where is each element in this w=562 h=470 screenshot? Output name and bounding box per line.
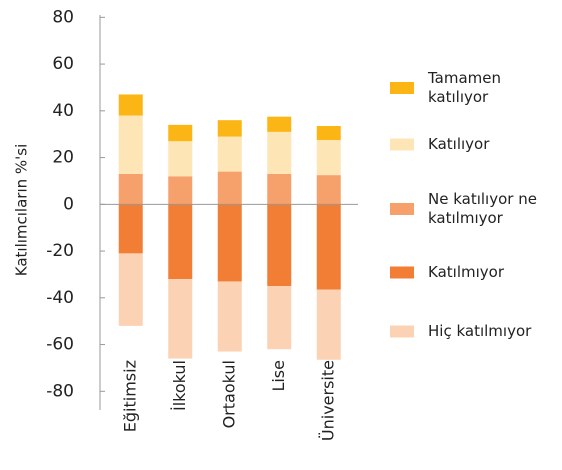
bar-segment <box>118 204 143 254</box>
y-axis-label: Katılımcıların %'si <box>13 144 31 277</box>
bar-segment <box>217 120 242 137</box>
y-tick-label: -60 <box>46 335 74 355</box>
legend-swatch <box>390 266 414 279</box>
x-tick-label: Üniversite <box>318 360 337 441</box>
bar-segment <box>267 116 292 132</box>
bar-segment <box>316 126 341 141</box>
bar-segment <box>118 253 143 326</box>
bar-segment <box>316 204 341 290</box>
bar-segment <box>217 204 242 282</box>
bar-segment <box>217 281 242 352</box>
y-tick-label: 80 <box>52 7 74 27</box>
bar-segment <box>217 136 242 172</box>
legend-swatch <box>390 82 414 94</box>
legend-label: Tamamen katılıyor <box>428 69 502 106</box>
bar-segment <box>168 279 193 359</box>
bar-segment <box>118 94 143 116</box>
y-tick-label: 0 <box>63 194 74 214</box>
bar-segment <box>267 286 292 350</box>
legend-swatch <box>390 203 414 215</box>
bar-segment <box>316 289 341 360</box>
x-tick-label: Eğitimsiz <box>120 360 139 432</box>
y-tick-label: -20 <box>46 241 74 261</box>
bar-segment <box>217 171 242 205</box>
bar-segment <box>118 173 143 205</box>
bar-segment <box>267 173 292 205</box>
legend-label: Hiç katılmıyor <box>428 322 532 340</box>
bar-segment <box>168 141 193 177</box>
legend-swatch <box>390 138 414 151</box>
legend-label: Katılmıyor <box>428 263 504 281</box>
y-tick-label: 40 <box>52 101 74 121</box>
y-tick-label: 60 <box>52 54 74 74</box>
bar-segment <box>316 140 341 176</box>
bar-segment <box>267 131 292 174</box>
bar-segment <box>168 204 193 280</box>
bar-segment <box>118 115 143 174</box>
bar-segment <box>168 176 193 205</box>
y-tick-label: 20 <box>52 148 74 168</box>
y-tick-label: -40 <box>46 288 74 308</box>
x-tick-label: Ortaokul <box>219 360 238 428</box>
y-tick-label: -80 <box>46 381 74 401</box>
bar-segment <box>168 124 193 142</box>
legend-label: Ne katılıyor ne katılmıyor <box>428 190 537 227</box>
x-tick-label: Lise <box>269 360 288 392</box>
x-tick-label: İlkokul <box>170 360 189 411</box>
legend-swatch <box>390 325 414 338</box>
bar-segment <box>316 175 341 205</box>
bar-segment <box>267 204 292 287</box>
legend-label: Katılıyor <box>428 135 490 153</box>
